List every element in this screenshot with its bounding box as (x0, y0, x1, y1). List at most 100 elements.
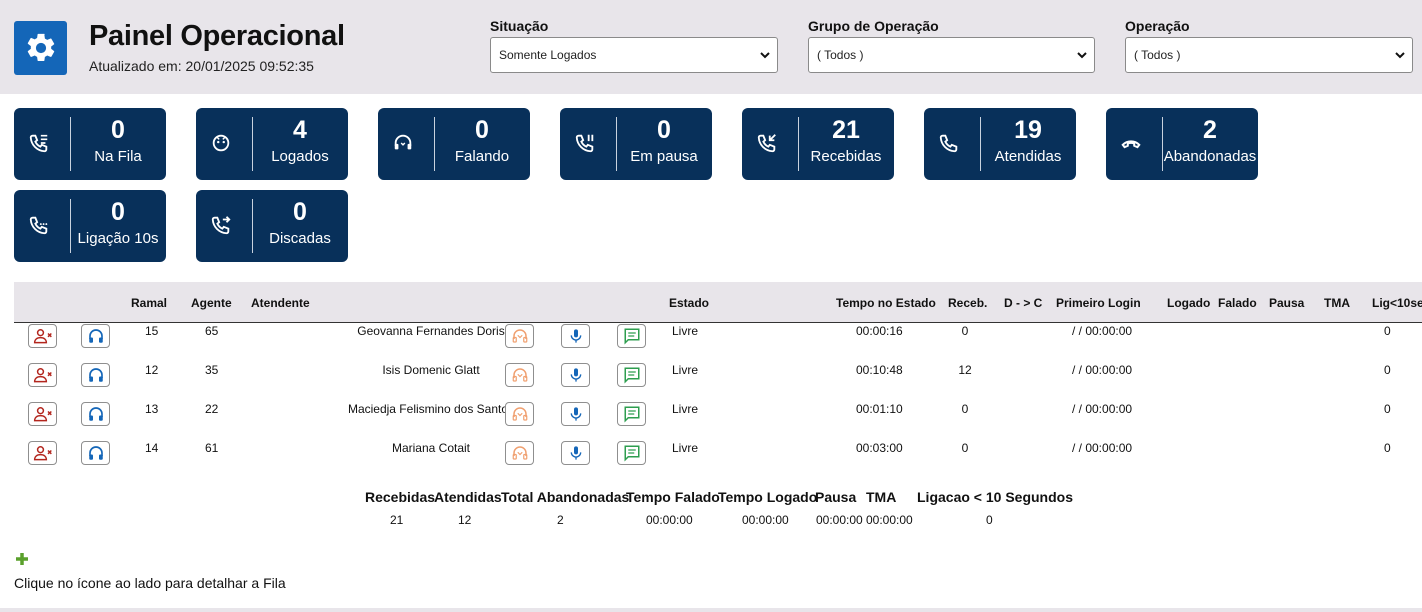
cell-ramal: 12 (145, 363, 159, 377)
logo (14, 21, 67, 75)
listen-headset-icon (512, 329, 527, 343)
grupo-select-value: ( Todos ) (817, 48, 864, 62)
card-recebidas[interactable]: 21 Recebidas (742, 108, 894, 180)
col-tempo-estado[interactable]: Tempo no Estado (836, 296, 936, 310)
filter-operacao-label: Operação (1125, 18, 1190, 34)
chat-button[interactable] (617, 324, 646, 348)
summary-value-tempo-falado: 00:00:00 (646, 513, 693, 527)
col-primeiro-login[interactable]: Primeiro Login (1056, 296, 1141, 310)
operacao-select[interactable]: ( Todos ) (1125, 37, 1413, 73)
remove-agent-button[interactable] (28, 402, 57, 426)
cell-atendente: Maciedja Felismino dos Santos (347, 402, 515, 416)
cell-tempo-estado: 00:10:48 (856, 363, 903, 377)
table-row: 15 65 Geovanna Fernandes Doris Livre 00:… (0, 322, 1422, 361)
card-em-pausa[interactable]: 0 Em pausa (560, 108, 712, 180)
col-falado[interactable]: Falado (1218, 296, 1257, 310)
listen-headset-icon (512, 446, 527, 460)
col-atendente[interactable]: Atendente (251, 296, 310, 310)
phone-queue-icon (29, 134, 48, 153)
expand-queue-plus-icon[interactable] (15, 552, 29, 566)
gear-icon (27, 33, 54, 62)
col-estado[interactable]: Estado (669, 296, 710, 310)
whisper-mic-button[interactable] (561, 363, 590, 387)
cell-agente: 65 (205, 324, 219, 338)
summary-label-pausa: Pausa (815, 489, 857, 505)
card-label: Atendidas (994, 148, 1062, 165)
cell-lig10: 0 (1384, 324, 1391, 338)
chat-button[interactable] (617, 402, 646, 426)
microphone-icon (570, 407, 581, 421)
whisper-mic-button[interactable] (561, 402, 590, 426)
card-label: Discadas (269, 230, 331, 247)
filter-operacao: Operação ( Todos ) (1125, 18, 1413, 73)
col-receb[interactable]: Receb. (948, 296, 988, 310)
cell-estado: Livre (672, 441, 699, 455)
headset-icon (88, 329, 103, 343)
whisper-mic-button[interactable] (561, 324, 590, 348)
situacao-select[interactable]: Somente Logados (490, 37, 778, 73)
cell-estado: Livre (672, 324, 699, 338)
card-falando[interactable]: 0 Falando (378, 108, 530, 180)
card-discadas[interactable]: 0 Discadas (196, 190, 348, 262)
summary-label-lig10: Ligacao < 10 Segundos (917, 489, 1073, 505)
cell-atendente: Mariana Cotait (391, 441, 471, 455)
cell-agente: 35 (205, 363, 219, 377)
summary-value-tempo-logado: 00:00:00 (742, 513, 789, 527)
col-agente[interactable]: Agente (191, 296, 232, 310)
card-na-fila[interactable]: 0 Na Fila (14, 108, 166, 180)
microphone-icon (570, 446, 581, 460)
card-separator (70, 117, 71, 171)
cell-receb: 0 (961, 441, 969, 455)
card-ligacao-10s[interactable]: 0 Ligação 10s (14, 190, 166, 262)
listen-button[interactable] (505, 324, 534, 348)
remove-agent-button[interactable] (28, 363, 57, 387)
filter-situacao: Situação Somente Logados (490, 18, 778, 73)
headset-icon (88, 407, 103, 421)
col-ramal[interactable]: Ramal (131, 296, 168, 310)
card-label: Em pausa (630, 148, 698, 165)
monitor-headset-button[interactable] (81, 402, 110, 426)
listen-button[interactable] (505, 402, 534, 426)
monitor-headset-button[interactable] (81, 441, 110, 465)
remove-agent-button[interactable] (28, 324, 57, 348)
summary-label-atendidas: Atendidas (434, 489, 502, 505)
whisper-mic-button[interactable] (561, 441, 590, 465)
remove-agent-button[interactable] (28, 441, 57, 465)
col-tma[interactable]: TMA (1324, 296, 1350, 310)
col-logado[interactable]: Logado (1167, 296, 1211, 310)
microphone-icon (570, 368, 581, 382)
card-value: 0 (293, 198, 307, 226)
listen-button[interactable] (505, 441, 534, 465)
card-separator (70, 199, 71, 253)
card-value: 0 (111, 116, 125, 144)
grupo-select[interactable]: ( Todos ) (808, 37, 1095, 73)
summary-value-tma: 00:00:00 (866, 513, 913, 527)
chat-button[interactable] (617, 441, 646, 465)
col-pausa[interactable]: Pausa (1269, 296, 1305, 310)
card-separator (1162, 117, 1163, 171)
monitor-headset-button[interactable] (81, 324, 110, 348)
page-title: Painel Operacional (89, 20, 345, 52)
col-lig10[interactable]: Lig<10se (1372, 296, 1422, 310)
card-separator (252, 117, 253, 171)
monitor-headset-button[interactable] (81, 363, 110, 387)
listen-button[interactable] (505, 363, 534, 387)
user-remove-icon (33, 329, 52, 344)
headset-icon (394, 134, 412, 150)
cell-ramal: 13 (145, 402, 159, 416)
card-label: Logados (271, 148, 329, 165)
listen-headset-icon (512, 407, 527, 421)
card-abandonadas[interactable]: 2 Abandonadas (1106, 108, 1258, 180)
summary-label-tempo-falado: Tempo Falado (626, 489, 720, 505)
card-atendidas[interactable]: 19 Atendidas (924, 108, 1076, 180)
microphone-icon (570, 329, 581, 343)
cell-ramal: 14 (145, 441, 159, 455)
card-logados[interactable]: 4 Logados (196, 108, 348, 180)
chat-icon (624, 406, 639, 423)
phone-short-call-icon (29, 216, 48, 235)
chat-button[interactable] (617, 363, 646, 387)
summary-label-tempo-logado: Tempo Logado (718, 489, 818, 505)
card-value: 4 (293, 116, 307, 144)
user-remove-icon (33, 368, 52, 383)
col-d-c[interactable]: D - > C (1004, 296, 1043, 310)
